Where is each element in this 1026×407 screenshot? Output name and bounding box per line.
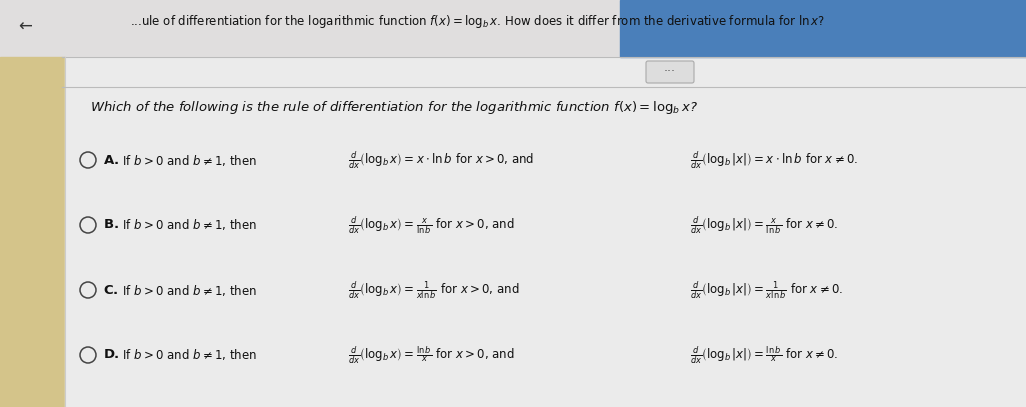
Text: $\frac{d}{dx}\left(\log_b |x|\right) = x\cdot \ln b$ for $x\neq 0$.: $\frac{d}{dx}\left(\log_b |x|\right) = x… xyxy=(690,149,859,171)
Text: $\leftarrow$: $\leftarrow$ xyxy=(15,16,33,34)
Text: Which of the following is the rule of differentiation for the logarithmic functi: Which of the following is the rule of di… xyxy=(90,99,698,116)
Text: $\frac{d}{dx}\left(\log_b x\right) = x\cdot \ln b$ for $x>0$, and: $\frac{d}{dx}\left(\log_b x\right) = x\c… xyxy=(348,149,535,171)
Text: $\frac{d}{dx}\left(\log_b |x|\right) = \frac{x}{\ln b}$ for $x\neq 0$.: $\frac{d}{dx}\left(\log_b |x|\right) = \… xyxy=(690,214,838,236)
Text: $\frac{d}{dx}\left(\log_b x\right) = \frac{x}{\ln b}$ for $x>0$, and: $\frac{d}{dx}\left(\log_b x\right) = \fr… xyxy=(348,214,515,236)
Text: $\frac{d}{dx}\left(\log_b |x|\right) = \frac{1}{x\ln b}$ for $x\neq 0$.: $\frac{d}{dx}\left(\log_b |x|\right) = \… xyxy=(690,279,843,301)
Text: ···: ··· xyxy=(664,66,676,79)
Text: $\frac{d}{dx}\left(\log_b x\right) = \frac{\ln b}{x}$ for $x>0$, and: $\frac{d}{dx}\left(\log_b x\right) = \fr… xyxy=(348,344,515,366)
Text: $\frac{d}{dx}\left(\log_b x\right) = \frac{1}{x\ln b}$ for $x>0$, and: $\frac{d}{dx}\left(\log_b x\right) = \fr… xyxy=(348,279,519,301)
Text: If $b>0$ and $b\neq 1$, then: If $b>0$ and $b\neq 1$, then xyxy=(122,282,256,298)
Text: If $b>0$ and $b\neq 1$, then: If $b>0$ and $b\neq 1$, then xyxy=(122,217,256,232)
FancyBboxPatch shape xyxy=(646,61,694,83)
Text: If $b>0$ and $b\neq 1$, then: If $b>0$ and $b\neq 1$, then xyxy=(122,153,256,168)
Text: If $b>0$ and $b\neq 1$, then: If $b>0$ and $b\neq 1$, then xyxy=(122,348,256,363)
Bar xyxy=(65,57,1026,407)
Text: $\frac{d}{dx}\left(\log_b |x|\right) = \frac{\ln b}{x}$ for $x\neq 0$.: $\frac{d}{dx}\left(\log_b |x|\right) = \… xyxy=(690,344,838,366)
Text: $\mathbf{A.}$: $\mathbf{A.}$ xyxy=(103,153,119,166)
Bar xyxy=(620,0,1026,57)
Bar xyxy=(0,57,65,407)
Text: $\mathbf{D.}$: $\mathbf{D.}$ xyxy=(103,348,120,361)
Text: $\mathbf{B.}$: $\mathbf{B.}$ xyxy=(103,219,119,232)
Bar xyxy=(0,0,1026,57)
Text: ...ule of differentiation for the logarithmic function $f(x)=\log_b x$. How does: ...ule of differentiation for the logari… xyxy=(130,13,825,31)
Text: $\mathbf{C.}$: $\mathbf{C.}$ xyxy=(103,284,118,297)
